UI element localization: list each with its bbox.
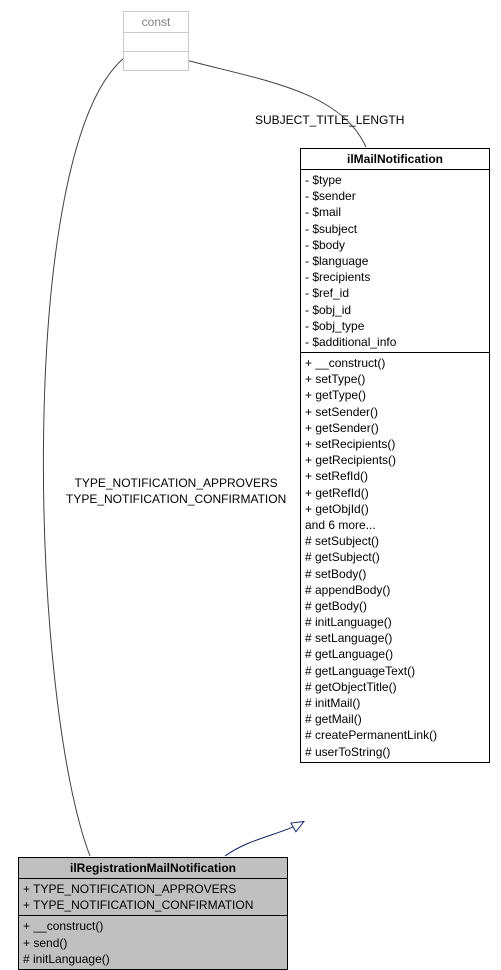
member-line: # userToString() xyxy=(305,744,485,760)
member-line: # createPermanentLink() xyxy=(305,727,485,743)
member-line: + setRecipients() xyxy=(305,436,485,452)
member-line: + getType() xyxy=(305,387,485,403)
member-line: # getBody() xyxy=(305,598,485,614)
member-line: - $ref_id xyxy=(305,285,485,301)
member-line: # setSubject() xyxy=(305,533,485,549)
edge-label-types-2: TYPE_NOTIFICATION_CONFIRMATION xyxy=(66,492,286,508)
member-line: - $type xyxy=(305,172,485,188)
class-ops-empty xyxy=(124,51,188,70)
edge-label-types: TYPE_NOTIFICATION_APPROVERS TYPE_NOTIFIC… xyxy=(66,476,286,507)
member-line: # appendBody() xyxy=(305,582,485,598)
class-ops: + __construct()+ send()# initLanguage() xyxy=(19,915,287,969)
class-title: ilMailNotification xyxy=(301,149,489,169)
member-line: # initLanguage() xyxy=(305,614,485,630)
member-line: # getMail() xyxy=(305,711,485,727)
member-line: # setLanguage() xyxy=(305,630,485,646)
member-line: + getSender() xyxy=(305,420,485,436)
class-mailnotification: ilMailNotification - $type- $sender- $ma… xyxy=(300,148,490,763)
member-line: + send() xyxy=(23,935,283,951)
member-line: + getRefId() xyxy=(305,485,485,501)
class-consts: + TYPE_NOTIFICATION_APPROVERS+ TYPE_NOTI… xyxy=(19,878,287,915)
member-line: - $subject xyxy=(305,221,485,237)
class-attrs: - $type- $sender- $mail- $subject- $body… xyxy=(301,169,489,352)
member-line: + TYPE_NOTIFICATION_APPROVERS xyxy=(23,881,283,897)
class-title: const xyxy=(124,12,188,32)
member-line: + getRecipients() xyxy=(305,452,485,468)
member-line: # initMail() xyxy=(305,695,485,711)
member-line: # getLanguage() xyxy=(305,646,485,662)
class-attrs-empty xyxy=(124,32,188,51)
edge-label-types-1: TYPE_NOTIFICATION_APPROVERS xyxy=(66,476,286,492)
member-line: - $additional_info xyxy=(305,334,485,350)
member-line: # getLanguageText() xyxy=(305,663,485,679)
member-line: + setRefId() xyxy=(305,468,485,484)
class-const: const xyxy=(123,11,189,71)
member-line: - $obj_type xyxy=(305,318,485,334)
class-ops: + __construct()+ setType()+ getType()+ s… xyxy=(301,352,489,762)
member-line: + TYPE_NOTIFICATION_CONFIRMATION xyxy=(23,897,283,913)
member-line: - $body xyxy=(305,237,485,253)
member-line: + __construct() xyxy=(305,355,485,371)
class-registrationmailnotification: ilRegistrationMailNotification + TYPE_NO… xyxy=(18,857,288,970)
member-line: + setSender() xyxy=(305,404,485,420)
member-line: - $obj_id xyxy=(305,302,485,318)
member-line: and 6 more... xyxy=(305,517,485,533)
member-line: - $recipients xyxy=(305,269,485,285)
member-line: # setBody() xyxy=(305,566,485,582)
edge-label-subject: SUBJECT_TITLE_LENGTH xyxy=(255,113,404,127)
member-line: - $mail xyxy=(305,204,485,220)
member-line: - $language xyxy=(305,253,485,269)
class-title: ilRegistrationMailNotification xyxy=(19,858,287,878)
member-line: + getObjId() xyxy=(305,501,485,517)
member-line: - $sender xyxy=(305,188,485,204)
member-line: + setType() xyxy=(305,371,485,387)
member-line: # getSubject() xyxy=(305,549,485,565)
member-line: # getObjectTitle() xyxy=(305,679,485,695)
member-line: + __construct() xyxy=(23,918,283,934)
